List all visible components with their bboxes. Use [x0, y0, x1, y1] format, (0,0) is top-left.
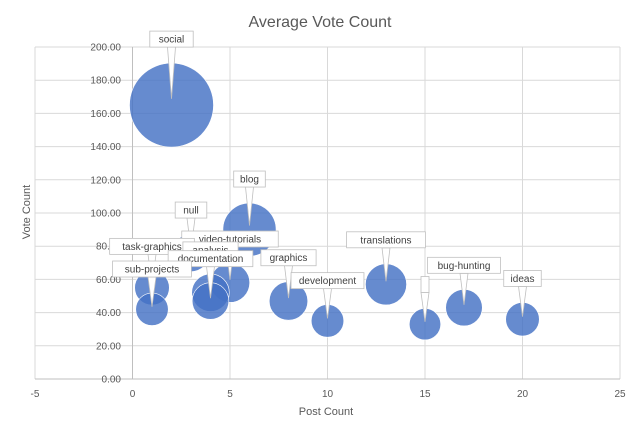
- bubble-label: translations: [360, 235, 411, 246]
- callout-box: [420, 276, 430, 293]
- callout-box: [346, 231, 426, 249]
- bubble-label: graphics: [270, 253, 308, 264]
- bubble-label: sub-projects: [125, 265, 179, 276]
- bubble-callout: translations: [346, 231, 426, 282]
- bubble-label: video-tutorials: [199, 235, 261, 246]
- bubble-callout: social: [149, 30, 194, 99]
- x-tick-label: 0: [130, 389, 136, 400]
- bubble-callout: sub-projects: [112, 260, 192, 307]
- y-tick-label: 140.00: [90, 142, 121, 153]
- y-tick-label: 200.00: [90, 43, 121, 54]
- callout-box: [112, 260, 192, 278]
- bubble-label: task-graphics: [122, 242, 181, 253]
- bubble-callout: graphics: [260, 249, 317, 299]
- bubble-labels: social blog null video-tutorials task-graphi…: [109, 30, 542, 322]
- bubble-callout: development: [290, 272, 365, 319]
- bubble-label: social: [159, 35, 185, 46]
- y-tick-label: 0.00: [102, 375, 122, 386]
- y-tick-label: 60.00: [96, 275, 121, 286]
- x-tick-label: 15: [419, 389, 431, 400]
- callout-box: [174, 201, 208, 219]
- bubble-label: null: [183, 206, 199, 217]
- bubble-label: documentation: [178, 254, 244, 265]
- x-tick-label: 20: [517, 389, 529, 400]
- callout-box: [503, 270, 542, 287]
- y-tick-label: 160.00: [90, 109, 121, 120]
- axis-ticks: -5 0 5 10 15 20 25 0.00 20.00 40.00 60.00 80.00 100.…: [31, 43, 626, 401]
- x-tick-label: 10: [322, 389, 334, 400]
- bubble-label: ideas: [511, 274, 535, 285]
- y-tick-label: 20.00: [96, 341, 121, 352]
- x-tick-label: -5: [31, 389, 40, 400]
- x-axis-title: Post Count: [299, 406, 353, 418]
- callout-box: [290, 272, 365, 290]
- bubbles: [129, 62, 540, 341]
- y-tick-label: 40.00: [96, 308, 121, 319]
- y-tick-label: 80.00: [96, 242, 121, 253]
- y-tick-label: 180.00: [90, 76, 121, 87]
- callout-box: [260, 249, 317, 267]
- y-axis-title: Vote Count: [21, 185, 33, 239]
- bubble-callout: ideas: [503, 270, 542, 317]
- bubble-callout: blog: [233, 170, 266, 226]
- x-tick-label: 25: [614, 389, 626, 400]
- callout-box: [233, 170, 266, 188]
- y-tick-label: 120.00: [90, 175, 121, 186]
- x-tick-label: 5: [227, 389, 233, 400]
- bubble-label: development: [299, 276, 356, 287]
- callout-box: [427, 256, 501, 274]
- chart-title: Average Vote Count: [249, 14, 392, 31]
- y-tick-label: 100.00: [90, 209, 121, 220]
- callout-box: [149, 30, 194, 48]
- bubble-callout: [420, 276, 430, 322]
- bubble-label: blog: [240, 175, 259, 186]
- bubble-callout: bug-hunting: [427, 256, 501, 305]
- bubble-label: bug-hunting: [438, 261, 491, 272]
